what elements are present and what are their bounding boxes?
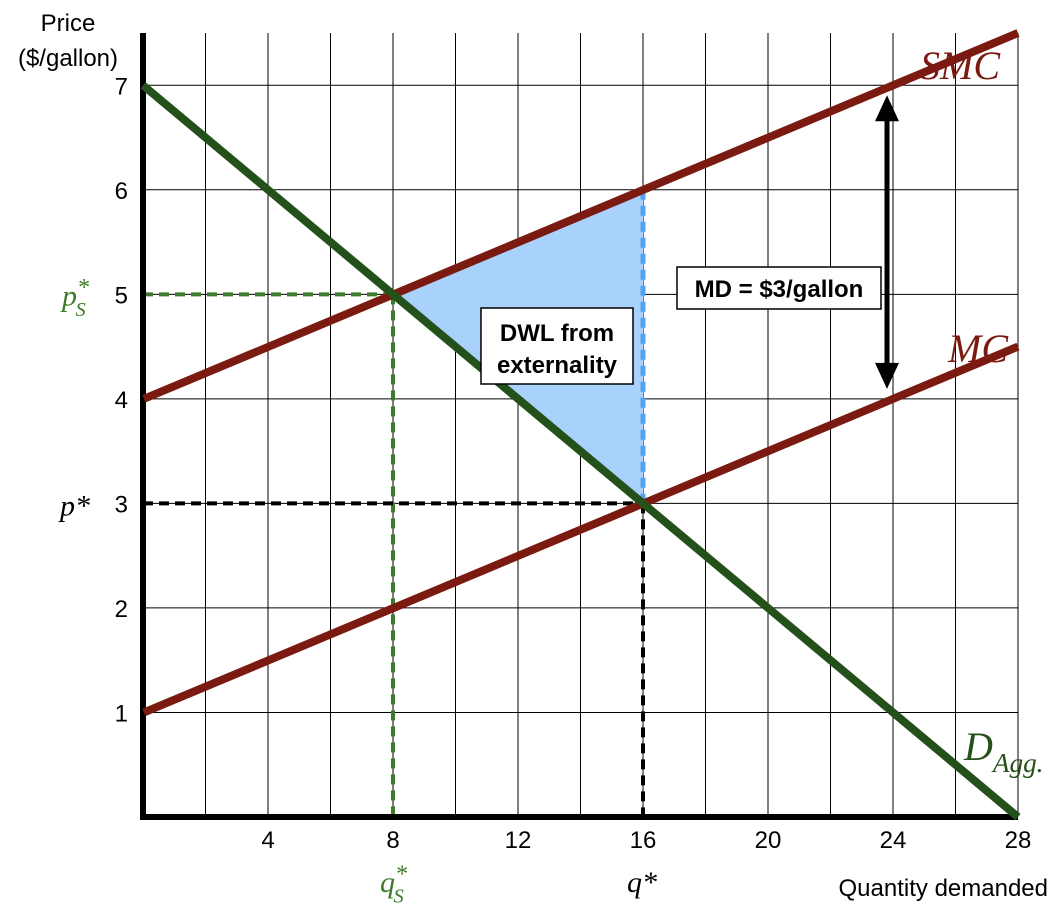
optimum-price-label: p* S — [60, 275, 89, 321]
y-tick-label-5: 5 — [115, 282, 128, 309]
dwl-annotation-line1: DWL from — [500, 320, 614, 347]
market-price-label: p* — [58, 489, 90, 522]
dwl-annotation-line2: externality — [497, 352, 618, 379]
y-tick-label-4: 4 — [115, 387, 128, 414]
x-tick-label-24: 24 — [880, 827, 907, 854]
y-tick-label-6: 6 — [115, 178, 128, 205]
x-tick-label-12: 12 — [505, 827, 532, 854]
demand-line — [140, 82, 1021, 821]
x-tick-label-4: 4 — [261, 827, 274, 854]
market-quantity-label: q* — [627, 866, 657, 899]
md-arrow-head-up — [875, 95, 899, 122]
dwl-annotation-box — [480, 307, 634, 385]
y-tick-label-7: 7 — [115, 73, 128, 100]
mc-line — [142, 342, 1020, 717]
x-axis-title: Quantity demanded — [839, 875, 1048, 902]
y-tick-label-2: 2 — [115, 596, 128, 623]
guide-lines — [143, 292, 645, 817]
x-tick-label-16: 16 — [630, 827, 657, 854]
axes — [140, 33, 1018, 820]
y-axis-title-line1: Price — [41, 10, 96, 37]
x-tick-label-20: 20 — [755, 827, 782, 854]
demand-label: DAgg. — [963, 724, 1043, 778]
smc-label: SMC — [920, 43, 1001, 88]
x-tick-label-8: 8 — [386, 827, 399, 854]
series — [140, 29, 1021, 821]
y-axis-title-line2: ($/gallon) — [18, 45, 118, 72]
md-annotation-label: MD = $3/gallon — [695, 276, 864, 303]
optimum-quantity-label: q* S — [380, 862, 407, 908]
md-annotation-box — [676, 266, 882, 310]
x-tick-label-28: 28 — [1005, 827, 1032, 854]
md-arrow-head-down — [875, 362, 899, 389]
mc-label: MC — [947, 326, 1009, 371]
y-tick-label-1: 1 — [115, 700, 128, 727]
smc-line — [142, 29, 1020, 403]
y-tick-label-3: 3 — [115, 491, 128, 518]
